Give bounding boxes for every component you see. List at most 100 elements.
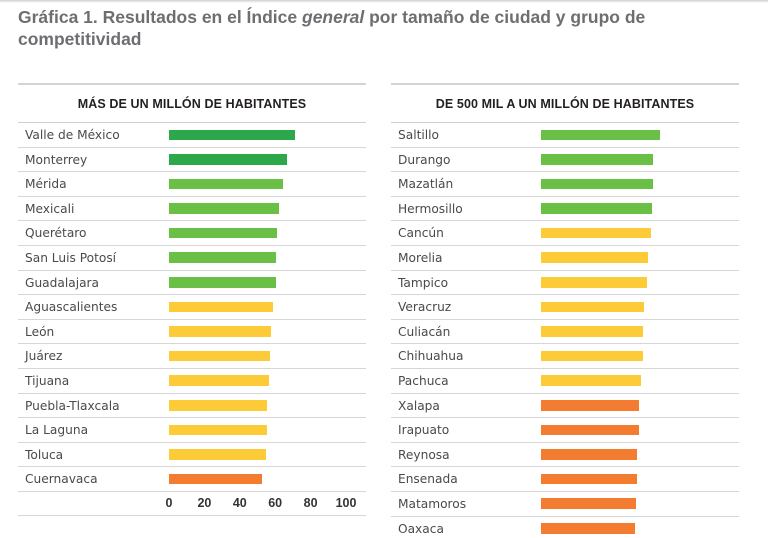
bar <box>169 154 288 165</box>
bar <box>169 129 296 140</box>
bar-row: Mazatlán <box>391 172 739 197</box>
category-label: La Laguna <box>25 423 89 438</box>
bar <box>169 350 271 362</box>
bar-row: Veracruz <box>391 295 739 320</box>
bar-row: Valle de México <box>18 123 366 148</box>
bar-row: Reynosa <box>391 443 739 468</box>
category-label: Saltillo <box>398 128 439 142</box>
category-label: Mexicali <box>25 201 75 216</box>
bar-row: Mexicali <box>18 197 366 222</box>
bar <box>169 449 266 460</box>
panel-medium-cities: DE 500 MIL A UN MILLÓN DE HABITANTES Sal… <box>391 83 739 538</box>
bar <box>541 375 641 386</box>
bar-row: Guadalajara <box>18 271 366 296</box>
bar-rows: Saltillo Durango Mazatlán Hermosillo Cancún M… <box>391 123 739 538</box>
bar <box>169 178 283 190</box>
category-label: Durango <box>398 152 451 167</box>
category-label: Toluca <box>25 447 64 462</box>
x-tick-label: 60 <box>268 495 283 510</box>
bar <box>541 326 644 337</box>
panel-title: DE 500 MIL A UN MILLÓN DE HABITANTES <box>391 83 739 123</box>
category-label: Mérida <box>25 177 67 192</box>
bar <box>169 326 271 337</box>
category-label: Ensenada <box>398 472 458 487</box>
x-tick-label: 40 <box>232 495 247 510</box>
bar <box>541 227 651 239</box>
bar-row: Puebla-Tlaxcala <box>18 394 366 419</box>
top-shadow <box>0 0 768 3</box>
bar <box>541 277 647 288</box>
category-label: Culiacán <box>398 324 451 339</box>
bar <box>541 424 639 436</box>
bar-row: San Luis Potosí <box>18 246 366 271</box>
bar <box>541 301 644 313</box>
category-label: Cuernavaca <box>25 472 98 487</box>
bar-row: Culiacán <box>391 320 739 345</box>
bar-row: Hermosillo <box>391 197 739 222</box>
category-label: Querétaro <box>25 226 87 241</box>
x-tick-label: 80 <box>303 495 318 510</box>
bar-row: Irapuato <box>391 418 739 443</box>
chart-title: Gráfica 1. Resultados en el Índice gener… <box>18 6 658 50</box>
x-tick-label: 100 <box>335 495 357 510</box>
bar-row: Juárez <box>18 344 366 369</box>
bar <box>169 424 267 436</box>
bar <box>169 277 276 288</box>
bar <box>541 178 653 190</box>
bar-row: Cancún <box>391 221 739 246</box>
x-tick-label: 0 <box>165 495 173 510</box>
category-label: Juárez <box>25 349 63 364</box>
category-label: Valle de México <box>25 128 120 142</box>
category-label: Tampico <box>398 275 449 290</box>
bar-row: Toluca <box>18 443 366 468</box>
bar <box>541 498 637 509</box>
bar-row: Oaxaca <box>391 517 739 538</box>
bar-row: Querétaro <box>18 221 366 246</box>
bar-row: Tijuana <box>18 369 366 394</box>
bar <box>541 473 638 485</box>
bar-row: León <box>18 320 366 345</box>
category-label: Irapuato <box>398 423 450 438</box>
category-label: Oaxaca <box>398 521 444 536</box>
x-tick-label: 20 <box>197 495 212 510</box>
bar-row: Durango <box>391 148 739 173</box>
category-label: Aguascalientes <box>25 300 118 315</box>
panel-large-cities: MÁS DE UN MILLÓN DE HABITANTES Valle de … <box>18 83 366 516</box>
bar <box>541 154 654 165</box>
title-text-before: Gráfica 1. Resultados en el Índice <box>18 7 302 27</box>
category-label: Chihuahua <box>398 349 464 364</box>
category-label: Tijuana <box>25 373 70 388</box>
bar-row: Tampico <box>391 271 739 296</box>
bar-row: Aguascalientes <box>18 295 366 320</box>
category-label: Veracruz <box>398 300 452 315</box>
bar <box>169 400 267 411</box>
category-label: Morelia <box>398 250 443 265</box>
bar <box>541 523 635 534</box>
bar <box>541 203 653 214</box>
bar <box>541 129 661 140</box>
bar-row: Matamoros <box>391 492 739 517</box>
category-label: Guadalajara <box>25 275 100 290</box>
category-label: Pachuca <box>398 373 449 388</box>
category-label: Cancún <box>398 226 444 241</box>
bar-row: Saltillo <box>391 123 739 148</box>
bar <box>541 400 640 411</box>
bar <box>541 350 644 362</box>
bar-row: La Laguna <box>18 418 366 443</box>
bar <box>169 227 277 239</box>
bar <box>169 203 279 214</box>
bar-rows: Valle de México Monterrey Mérida Mexicali Qu… <box>18 123 366 492</box>
bar <box>541 449 638 460</box>
category-label: Puebla-Tlaxcala <box>25 398 120 413</box>
title-text-italic: general <box>302 7 365 27</box>
category-label: Xalapa <box>398 398 440 413</box>
bar-row: Cuernavaca <box>18 467 366 492</box>
category-label: León <box>25 324 55 339</box>
bar-row: Monterrey <box>18 148 366 173</box>
panel-title: MÁS DE UN MILLÓN DE HABITANTES <box>18 83 366 123</box>
category-label: Mazatlán <box>398 177 454 192</box>
bar-row: Morelia <box>391 246 739 271</box>
x-axis: 0 20 40 60 80 100 <box>18 492 366 516</box>
bar-row: Chihuahua <box>391 344 739 369</box>
bar <box>169 301 273 313</box>
